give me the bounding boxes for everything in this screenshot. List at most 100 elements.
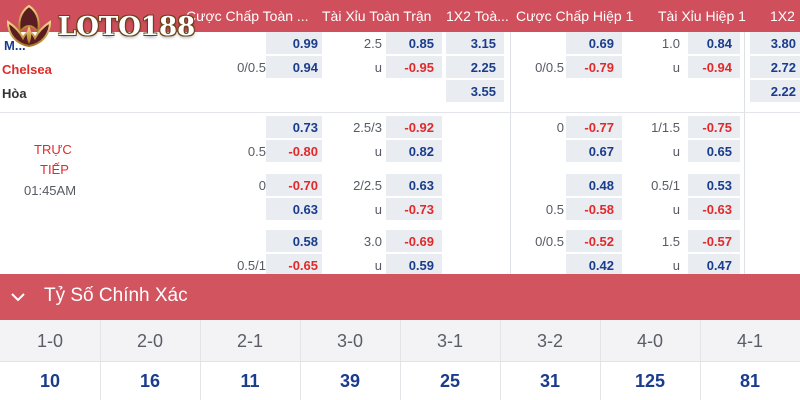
odd-cell[interactable] [688,174,740,196]
score-label: 4-1 [736,331,763,351]
odd-value[interactable]: -0.58 [584,202,614,217]
odd-value[interactable]: 0.99 [292,36,318,51]
odd-cell[interactable] [688,230,740,252]
odd-cell[interactable] [386,174,442,196]
odd-cell[interactable] [688,140,740,162]
odd-value[interactable]: -0.92 [404,120,434,135]
odd-value[interactable]: 0.63 [292,202,318,217]
score-odd[interactable]: 10 [39,371,61,391]
odd-cell[interactable] [750,32,800,54]
odd-cell[interactable] [266,174,322,196]
odd-cell[interactable] [566,140,622,162]
odd-cell[interactable] [386,32,442,54]
odd-cell[interactable] [266,140,322,162]
odd-cell[interactable] [566,32,622,54]
odd-cell[interactable] [566,198,622,220]
odd-cell[interactable] [386,254,442,276]
under-label: u [672,202,680,217]
odd-cell[interactable] [386,56,442,78]
odd-cell[interactable] [266,230,322,252]
odd-cell[interactable] [266,254,322,276]
odd-cell[interactable] [386,230,442,252]
odd-cell[interactable] [446,32,504,54]
odd-cell[interactable] [266,116,322,138]
odd-value[interactable]: -0.63 [702,202,732,217]
score-odd[interactable]: 11 [240,371,260,391]
odd-value[interactable]: 0.85 [408,36,434,51]
under-label: u [374,258,382,273]
odd-cell[interactable] [266,32,322,54]
odd-cell[interactable] [386,198,442,220]
odd-value[interactable]: -0.70 [288,178,318,193]
correct-score-header[interactable]: Tỷ Số Chính Xác [0,274,800,320]
header-ft-1x2[interactable]: 1X2 Toà... [446,8,509,24]
header-h1-over-under[interactable]: Tài Xỉu Hiệp 1 [658,8,746,24]
odd-value[interactable]: -0.73 [404,202,434,217]
odd-value[interactable]: -0.77 [584,120,614,135]
score-label: 3-2 [536,331,563,351]
odd-cell[interactable] [386,140,442,162]
odd-cell[interactable] [266,56,322,78]
score-odd[interactable]: 31 [539,371,561,391]
odd-value[interactable]: -0.69 [404,234,434,249]
odd-cell[interactable] [446,80,504,102]
odd-cell[interactable] [688,32,740,54]
odd-cell[interactable] [566,174,622,196]
odd-value[interactable]: 2.22 [770,84,796,99]
odd-value[interactable]: 0.82 [408,144,434,159]
odd-value[interactable]: -0.94 [702,60,732,75]
odd-cell[interactable] [688,116,740,138]
odd-value[interactable]: 0.42 [588,258,614,273]
odd-value[interactable]: 3.55 [470,84,496,99]
odd-value[interactable]: 2.25 [470,60,496,75]
odd-value[interactable]: -0.80 [288,144,318,159]
odd-cell[interactable] [750,80,800,102]
header-h1-1x2[interactable]: 1X2 [770,8,795,24]
odd-value[interactable]: -0.52 [584,234,614,249]
odd-value[interactable]: -0.95 [404,60,434,75]
odd-value[interactable]: 0.73 [292,120,318,135]
odd-value[interactable]: -0.57 [702,234,732,249]
odd-value[interactable]: 0.67 [588,144,614,159]
away-team-name: Chelsea [2,62,52,77]
match-time: 01:45AM [24,183,77,198]
chevron-down-icon[interactable] [10,289,26,305]
odd-cell[interactable] [446,56,504,78]
odd-value[interactable]: 0.65 [706,144,732,159]
odd-cell[interactable] [688,56,740,78]
odd-value[interactable]: -0.65 [288,258,318,273]
odd-value[interactable]: 2.72 [770,60,796,75]
odd-cell[interactable] [566,230,622,252]
odd-cell[interactable] [688,254,740,276]
score-odd[interactable]: 25 [439,371,461,391]
odd-cell[interactable] [750,56,800,78]
live-status-line2: TIẾP [40,162,69,177]
score-odd[interactable]: 81 [739,371,761,391]
odd-value[interactable]: 0.63 [408,178,434,193]
odd-value[interactable]: -0.75 [702,120,732,135]
header-h1-handicap[interactable]: Cược Chấp Hiệp 1 [516,8,634,24]
odd-cell[interactable] [266,198,322,220]
odd-value[interactable]: 0.58 [292,234,318,249]
header-ft-over-under[interactable]: Tài Xỉu Toàn Trận [322,8,432,24]
odd-value[interactable]: 0.69 [588,36,614,51]
odd-value[interactable]: 0.59 [408,258,434,273]
score-label: 2-1 [236,331,263,351]
odd-value[interactable]: 0.84 [706,36,732,51]
odd-value[interactable]: 0.94 [292,60,318,75]
odd-value[interactable]: 0.53 [706,178,732,193]
score-odd[interactable]: 16 [139,371,161,391]
odd-value[interactable]: -0.79 [584,60,614,75]
odd-value[interactable]: 3.80 [770,36,796,51]
score-odd[interactable]: 39 [339,371,361,391]
odd-value[interactable]: 0.48 [588,178,614,193]
odd-value[interactable]: 0.47 [706,258,732,273]
odd-cell[interactable] [566,116,622,138]
score-odd[interactable]: 125 [634,371,666,391]
odd-cell[interactable] [386,116,442,138]
odd-value[interactable]: 3.15 [470,36,496,51]
odd-cell[interactable] [566,254,622,276]
column-divider [400,320,401,400]
odd-cell[interactable] [566,56,622,78]
odd-cell[interactable] [688,198,740,220]
